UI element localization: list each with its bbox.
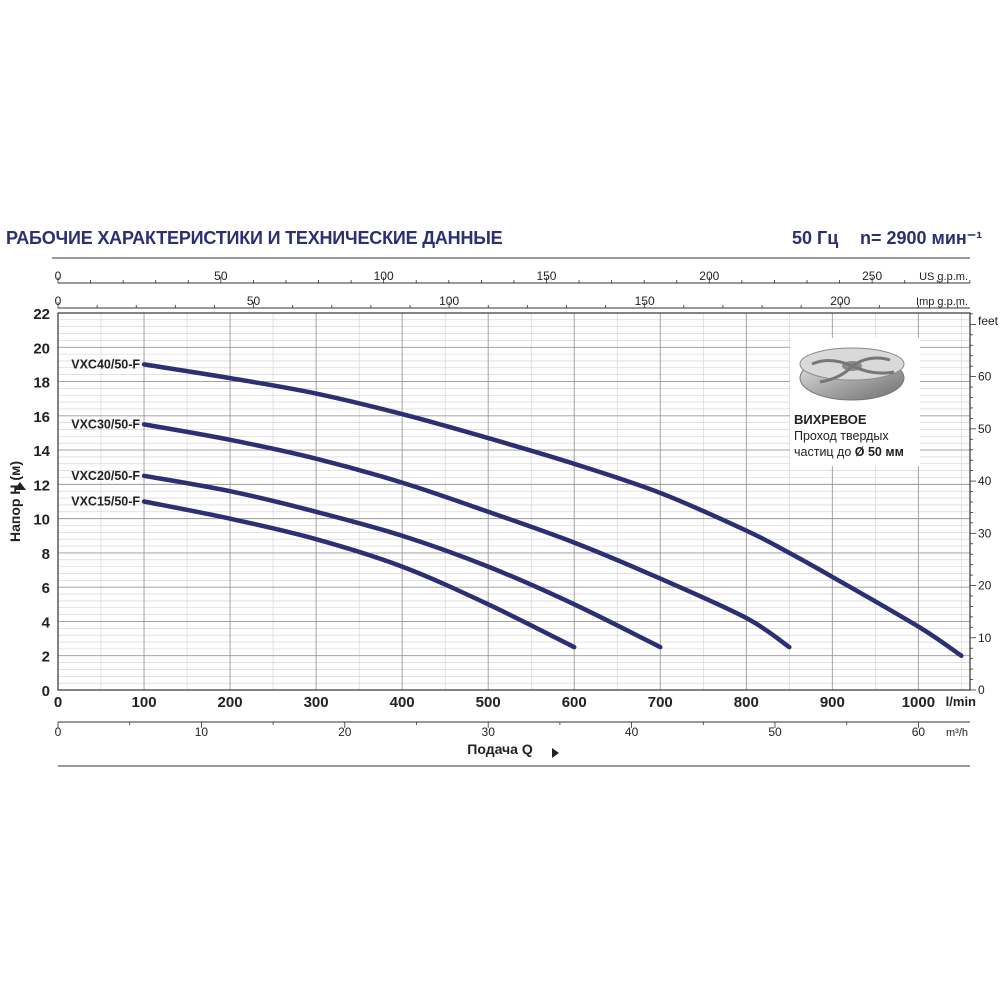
impeller-line2-prefix: частиц до (794, 445, 855, 459)
x-tick-label: 1000 (902, 694, 935, 711)
x-tick-label: 0 (54, 694, 62, 711)
series-line-0 (141, 362, 964, 658)
y-tick-label: 8 (42, 546, 50, 563)
impeller-icon (799, 347, 905, 401)
x-axis-arrow-icon (552, 748, 559, 758)
series-label: VXC20/50-F (71, 469, 140, 483)
x-tick-label: 300 (304, 694, 329, 711)
us-gpm-axis-tick-label: 0 (55, 269, 62, 283)
m3h-axis-tick-label: 60 (912, 725, 926, 739)
y-tick-label: 14 (33, 443, 50, 460)
imp-gpm-axis-tick-label: 100 (439, 294, 459, 308)
impeller-title: ВИХРЕВОЕ (794, 412, 867, 427)
us-gpm-axis-tick-label: 50 (214, 269, 228, 283)
x-axis-label: Подача Q (467, 741, 533, 757)
series-label: VXC15/50-F (71, 495, 140, 509)
x-tick-label: 700 (648, 694, 673, 711)
x-tick-label: 400 (390, 694, 415, 711)
m3h-axis-tick-label: 40 (625, 725, 639, 739)
y-tick-label: 16 (33, 409, 50, 426)
m3h-axis-tick-label: 30 (482, 725, 496, 739)
series-line-3 (141, 499, 577, 650)
imp-gpm-axis-tick-label: 200 (830, 294, 850, 308)
plot-frame (57, 312, 971, 691)
y-axis-arrow-icon (14, 482, 26, 490)
impeller-line1: Проход твердых (794, 429, 889, 443)
m3h-axis-unit: m³/h (946, 727, 968, 739)
y-axis-label: Напор H (м) (7, 461, 23, 542)
y-tick-label: 20 (33, 340, 50, 357)
feet-tick-label: 0 (978, 683, 985, 697)
x-tick-label: 500 (476, 694, 501, 711)
x-tick-label: 100 (132, 694, 157, 711)
us-gpm-axis-tick-label: 100 (374, 269, 394, 283)
series-lines (141, 362, 964, 658)
m3h-axis-tick-label: 50 (768, 725, 782, 739)
y-tick-label: 10 (33, 512, 50, 529)
feet-tick-label: 50 (978, 422, 992, 436)
feet-tick-label: 20 (978, 579, 992, 593)
feet-tick-label: 10 (978, 631, 992, 645)
feet-tick-label: 40 (978, 474, 992, 488)
y-tick-label: 12 (33, 477, 50, 494)
series-label: VXC30/50-F (71, 417, 140, 431)
y-tick-label: 4 (42, 614, 51, 631)
y-tick-label: 18 (33, 375, 50, 392)
imp-gpm-axis-unit: Imp g.p.m. (916, 296, 968, 308)
y-tick-label: 22 (33, 306, 50, 323)
impeller-line2-value: Ø 50 мм (854, 445, 904, 459)
impeller-caption: ВИХРЕВОЕ Проход твердых частиц до Ø 50 м… (790, 412, 920, 460)
speed-label: n= 2900 мин⁻¹ (860, 228, 983, 248)
y-tick-label: 0 (42, 683, 50, 700)
x-tick-label: 800 (734, 694, 759, 711)
impeller-info: ВИХРЕВОЕ Проход твердых частиц до Ø 50 м… (790, 338, 920, 466)
x-unit-label: l/min (946, 694, 976, 709)
x-tick-label: 200 (218, 694, 243, 711)
us-gpm-axis-unit: US g.p.m. (919, 271, 968, 283)
feet-tick-label: 60 (978, 370, 992, 384)
imp-gpm-axis-tick-label: 0 (55, 294, 62, 308)
m3h-axis-tick-label: 20 (338, 725, 352, 739)
y-tick-label: 2 (42, 649, 50, 666)
feet-tick-label: 30 (978, 526, 992, 540)
series-line-1 (141, 422, 792, 650)
page-title: РАБОЧИЕ ХАРАКТЕРИСТИКИ И ТЕХНИЧЕСКИЕ ДАН… (6, 228, 503, 248)
series-labels: VXC40/50-F VXC30/50-F VXC20/50-F VXC15/50-F (71, 357, 140, 508)
x-tick-label: 600 (562, 694, 587, 711)
us-gpm-axis-tick-label: 250 (862, 269, 882, 283)
y-tick-label: 6 (42, 580, 50, 597)
imp-gpm-axis-tick-label: 150 (635, 294, 655, 308)
series-line-2 (141, 473, 663, 650)
m3h-axis-tick-label: 10 (195, 725, 209, 739)
imp-gpm-axis-tick-label: 50 (247, 294, 261, 308)
series-label: VXC40/50-F (71, 357, 140, 371)
x-tick-label: 900 (820, 694, 845, 711)
feet-unit: feet (978, 314, 999, 328)
us-gpm-axis-tick-label: 200 (699, 269, 719, 283)
us-gpm-axis-tick-label: 150 (536, 269, 556, 283)
m3h-axis-tick-label: 0 (55, 725, 62, 739)
impeller-line2: частиц до Ø 50 мм (790, 444, 920, 460)
frequency-label: 50 Гц (792, 228, 839, 248)
